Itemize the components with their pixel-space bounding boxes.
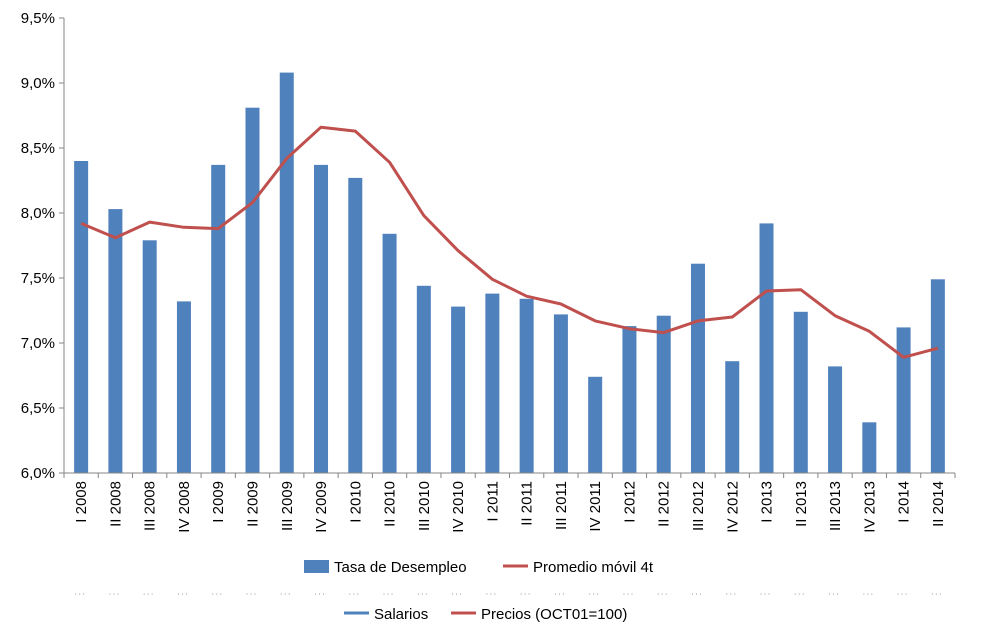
y-tick-label: 8,0% [21, 205, 55, 222]
x-tick-label: I 2013 [759, 481, 776, 523]
bar-unemployment [416, 285, 431, 473]
x-tick-label: II 2008 [107, 481, 124, 527]
bar-unemployment [896, 327, 911, 473]
x-tick-label: III 2011 [553, 481, 570, 530]
bar-unemployment [211, 164, 226, 473]
bar-unemployment [828, 366, 843, 473]
x-tick-label: IV 2011 [587, 481, 604, 532]
legend-label-precios: Precios (OCT01=100) [481, 606, 627, 623]
bar-unemployment [451, 306, 466, 473]
legend-bar-swatch [304, 560, 329, 573]
legend-label-unemployment: Tasa de Desempleo [334, 559, 467, 576]
bar-unemployment [142, 240, 157, 473]
x-tick-label: II 2009 [245, 481, 262, 527]
legend: Tasa de Desempleo Promedio móvil 4t [304, 559, 654, 576]
x-tick-label: IV 2012 [724, 481, 741, 533]
bar-unemployment [382, 233, 397, 473]
x-tick-label: III 2010 [416, 481, 433, 531]
bar-unemployment [279, 72, 294, 473]
x-tick-label: I 2008 [73, 481, 90, 523]
y-tick-label: 9,5% [21, 10, 55, 27]
bar-unemployment [314, 164, 329, 473]
x-tick-label: I 2009 [210, 481, 227, 523]
bar-unemployment [348, 177, 363, 473]
x-tick-label: III 2012 [690, 481, 707, 531]
bar-unemployment [930, 279, 945, 473]
x-tick-label: III 2009 [279, 481, 296, 531]
x-tick-label: I 2011 [484, 481, 501, 522]
legend-label-salarios: Salarios [374, 606, 428, 623]
bar-unemployment [793, 311, 808, 473]
bar-unemployment [759, 223, 774, 473]
bar-unemployment [74, 161, 89, 473]
legend-label-moving-average: Promedio móvil 4t [533, 559, 654, 576]
y-tick-label: 6,5% [21, 400, 55, 417]
bar-unemployment [108, 209, 123, 473]
y-tick-label: 7,0% [21, 335, 55, 352]
x-tick-label: IV 2013 [861, 481, 878, 533]
y-tick-label: 8,5% [21, 140, 55, 157]
bar-unemployment [690, 263, 705, 473]
bar-unemployment [485, 293, 500, 473]
x-axis: I 2008 II 2008 III 2008 IV 2008 I 2009 II 200… [63, 472, 956, 533]
bar-unemployment [588, 376, 603, 473]
x-tick-label: I 2010 [347, 481, 364, 523]
x-tick-label: IV 2010 [450, 481, 467, 533]
bar-unemployment [519, 298, 534, 473]
bar-series [74, 72, 945, 473]
x-tick-label: II 2013 [793, 481, 810, 527]
bar-unemployment [176, 301, 191, 473]
y-axis: 6,0% 6,5% 7,0% 7,5% 8,0% 8,5% 9,0% 9,5% [21, 10, 65, 482]
y-tick-label: 6,0% [21, 465, 55, 482]
y-tick-label: 7,5% [21, 270, 55, 287]
x-tick-label: IV 2009 [313, 481, 330, 533]
x-tick-label: I 2014 [896, 481, 913, 523]
secondary-legend: Salarios Precios (OCT01=100) [344, 606, 627, 623]
bar-unemployment [553, 314, 568, 473]
bar-unemployment [622, 326, 637, 473]
y-tick-label: 9,0% [21, 75, 55, 92]
x-tick-label: II 2012 [656, 481, 673, 527]
x-tick-label: III 2013 [827, 481, 844, 531]
x-tick-label: III 2008 [142, 481, 159, 531]
x-tick-label: II 2010 [382, 481, 399, 527]
x-tick-label: I 2012 [621, 481, 638, 523]
x-tick-label: IV 2008 [176, 481, 193, 533]
line-series [80, 125, 939, 359]
bar-unemployment [862, 422, 877, 473]
bar-unemployment [656, 315, 671, 473]
bar-unemployment [725, 361, 740, 473]
line-moving-average [80, 125, 939, 359]
bar-unemployment [245, 107, 260, 473]
x-tick-label: II 2014 [930, 481, 947, 527]
x-tick-label: II 2011 [519, 481, 536, 526]
